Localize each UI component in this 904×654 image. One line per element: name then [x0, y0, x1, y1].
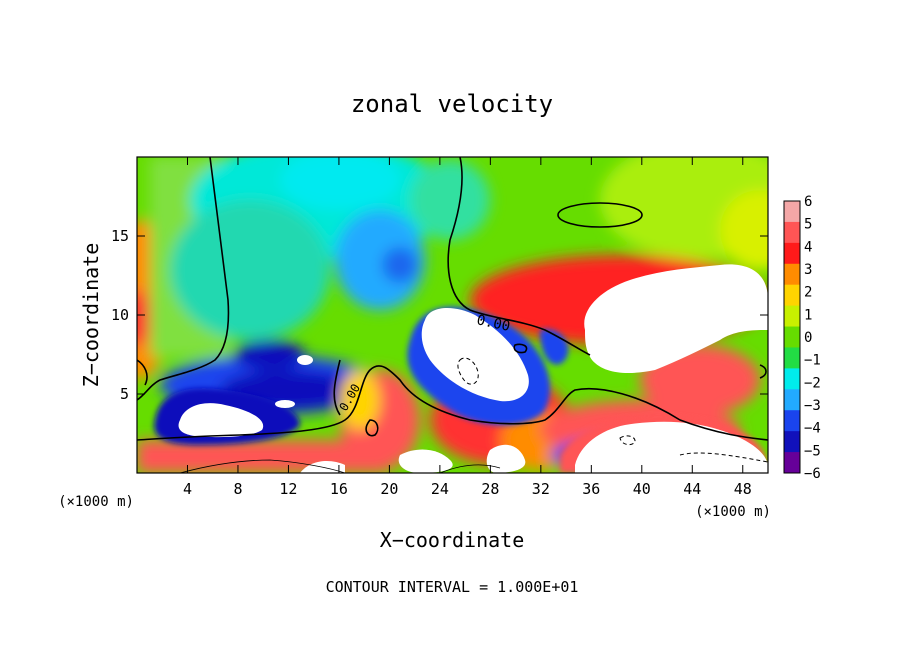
colorbar-label: −4	[804, 421, 821, 437]
colorbar-swatch	[784, 347, 800, 369]
y-axis-label: Z−coordinate	[79, 243, 103, 388]
x-tick-label: 8	[233, 480, 242, 498]
x-unit-left: (×1000 m)	[58, 494, 134, 510]
y-tick-label: 5	[120, 385, 129, 403]
x-tick-label: 12	[279, 480, 297, 498]
contour-label: 0.00	[475, 312, 511, 335]
colorbar-label: 1	[804, 307, 812, 323]
colorbar-label: 2	[804, 285, 812, 301]
contour-interval-footer: CONTOUR INTERVAL = 1.000E+01	[326, 578, 579, 596]
colorbar-swatch	[784, 326, 800, 348]
y-axis: 5 10 15	[111, 227, 768, 403]
colorbar-label: −6	[804, 466, 821, 482]
colorbar-label: −1	[804, 353, 821, 369]
colorbar-label: 5	[804, 217, 812, 233]
colorbar-label: −3	[804, 398, 821, 414]
colorbar-label: 3	[804, 262, 812, 278]
x-tick-label: 16	[330, 480, 348, 498]
y-tick-label: 15	[111, 227, 129, 245]
colorbar-swatch	[784, 368, 800, 390]
colorbar-swatch	[784, 242, 800, 265]
x-tick-label: 36	[582, 480, 600, 498]
x-tick-label: 4	[183, 480, 192, 498]
colorbar-frame	[783, 200, 801, 474]
colorbar-label: −2	[804, 375, 821, 391]
colorbar-swatch	[784, 431, 800, 453]
colorbar-swatch	[784, 221, 800, 244]
colorbar-swatch	[784, 389, 800, 411]
colorbar-swatch	[784, 263, 800, 286]
x-tick-label: 48	[734, 480, 752, 498]
x-tick-label: 32	[532, 480, 550, 498]
x-tick-label: 40	[633, 480, 651, 498]
colorbar-swatch	[784, 305, 800, 328]
colorbar: 6 5 4 3 2 1 0 −1 −2 −3 −4 −5 −6	[783, 194, 821, 482]
colorbar-label: 6	[804, 194, 812, 210]
x-tick-label: 24	[431, 480, 449, 498]
colorbar-label: −5	[804, 443, 821, 459]
velocity-field: 0.00 0.00	[137, 157, 768, 473]
x-axis: 4 8 12 16 20 24 28 32 36 40 44 48	[183, 157, 752, 498]
x-axis-label: X−coordinate	[380, 528, 525, 552]
y-tick-label: 10	[111, 306, 129, 324]
colorbar-swatch	[784, 410, 800, 432]
colorbar-label: 0	[804, 330, 812, 346]
x-tick-label: 44	[683, 480, 701, 498]
x-tick-label: 20	[380, 480, 398, 498]
x-tick-label: 28	[481, 480, 499, 498]
colorbar-swatch	[784, 452, 800, 474]
x-unit-right: (×1000 m)	[695, 504, 771, 520]
chart-title: zonal velocity	[351, 90, 553, 118]
colorbar-swatch	[784, 201, 800, 223]
colorbar-swatch	[784, 284, 800, 307]
colorbar-label: 4	[804, 239, 812, 255]
